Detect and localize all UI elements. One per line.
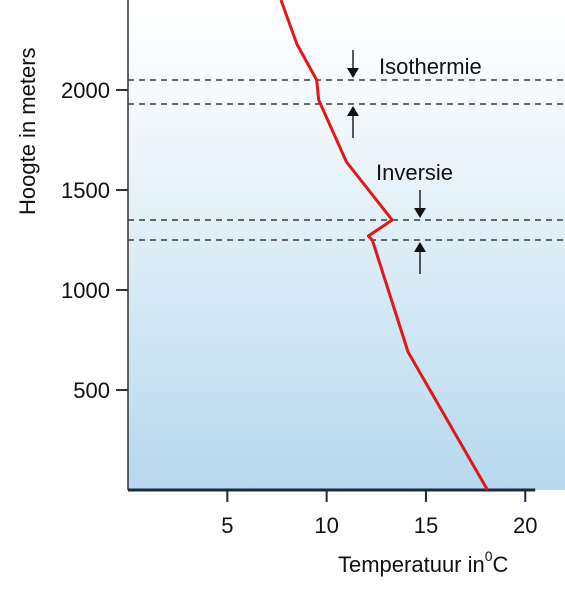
x-tick-label: 10	[314, 513, 338, 538]
series-group	[279, 0, 489, 491]
y-tick-label: 1000	[61, 278, 110, 303]
arrow-head-down	[414, 208, 426, 218]
temperature-profile-line	[279, 0, 489, 491]
y-axis-title: Hoogte in meters	[15, 47, 40, 215]
annotations-group: Isothermie Inversie	[347, 50, 482, 274]
x-axis-title: Temperatuur in0C	[338, 548, 509, 577]
y-tick-label: 1500	[61, 178, 110, 203]
layer-lines	[128, 79, 565, 241]
plot-background	[128, 0, 565, 490]
layer-annotation-label: Isothermie	[379, 54, 482, 79]
arrow-head-down	[347, 68, 359, 78]
x-tick-label: 15	[414, 513, 438, 538]
y-tick-label: 2000	[61, 78, 110, 103]
x-tick-label: 5	[221, 513, 233, 538]
arrow-head-up	[414, 242, 426, 252]
arrow-head-up	[347, 106, 359, 116]
x-tick-label: 20	[513, 513, 537, 538]
y-tick-label: 500	[73, 378, 110, 403]
layer-annotation-label: Inversie	[376, 160, 453, 185]
axes: 5 10 15 20 500 1000 1500 2000	[61, 0, 538, 538]
